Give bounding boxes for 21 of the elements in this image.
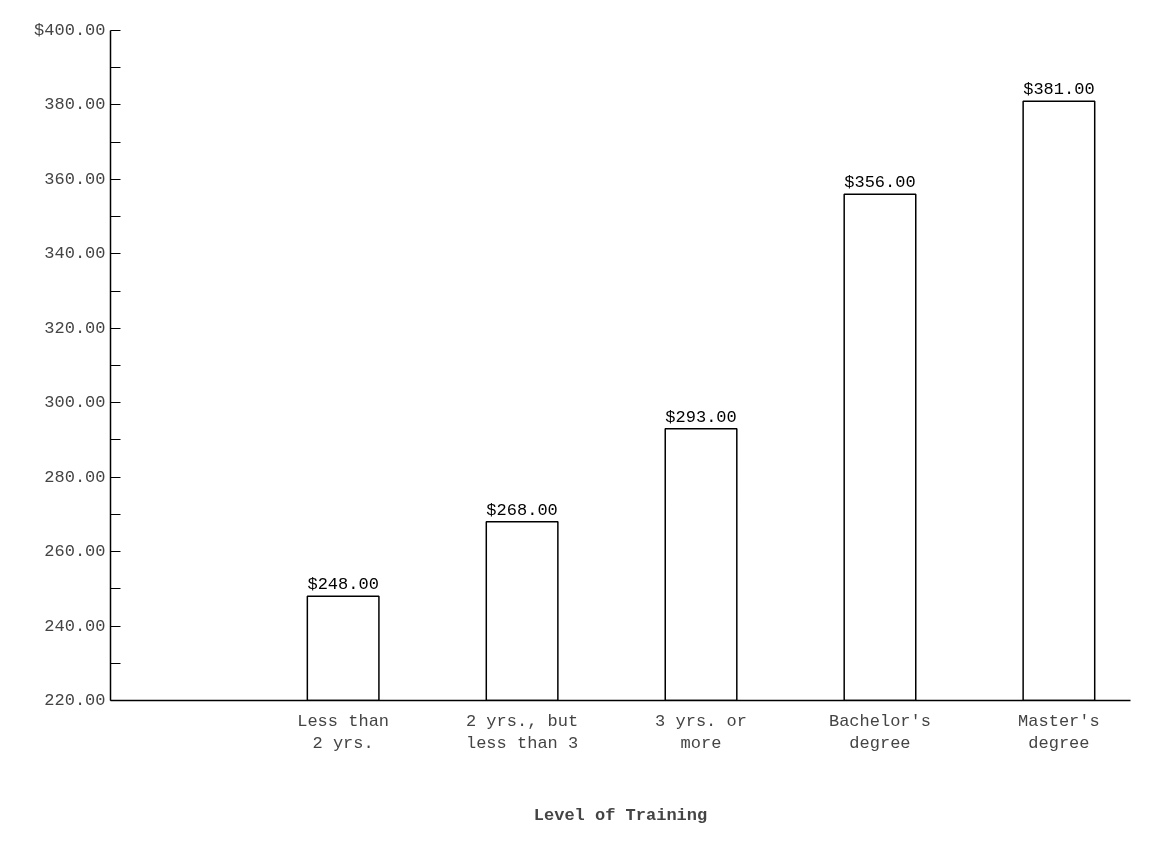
y-tick-label: $400.00 <box>34 21 106 40</box>
x-tick-label: 2 yrs., but less than 3 <box>465 711 579 754</box>
data-label: $356.00 <box>844 173 916 193</box>
y-tick-label: 380.00 <box>44 95 106 115</box>
x-tick-label: Master's degree <box>1018 711 1100 754</box>
y-tick-label: 300.00 <box>44 393 106 413</box>
data-label: $381.00 <box>1023 80 1095 100</box>
y-tick-label: 240.00 <box>44 616 106 636</box>
y-tick-label: 320.00 <box>44 318 106 338</box>
y-tick-label: 260.00 <box>44 542 106 562</box>
y-tick-label: 220.00 <box>44 691 106 710</box>
y-tick-label: 340.00 <box>44 244 106 264</box>
y-tick-label: 360.00 <box>44 169 106 189</box>
data-label: $248.00 <box>307 575 379 595</box>
x-axis-title: Level of Training <box>533 806 708 826</box>
x-tick-label: 3 yrs. or more <box>655 711 747 754</box>
x-tick-label: Bachelor's degree <box>828 711 931 754</box>
data-label: $293.00 <box>665 407 737 427</box>
data-label: $268.00 <box>486 500 558 520</box>
x-tick-label: Less than 2 yrs. <box>297 711 390 754</box>
y-tick-label: 280.00 <box>44 467 106 487</box>
